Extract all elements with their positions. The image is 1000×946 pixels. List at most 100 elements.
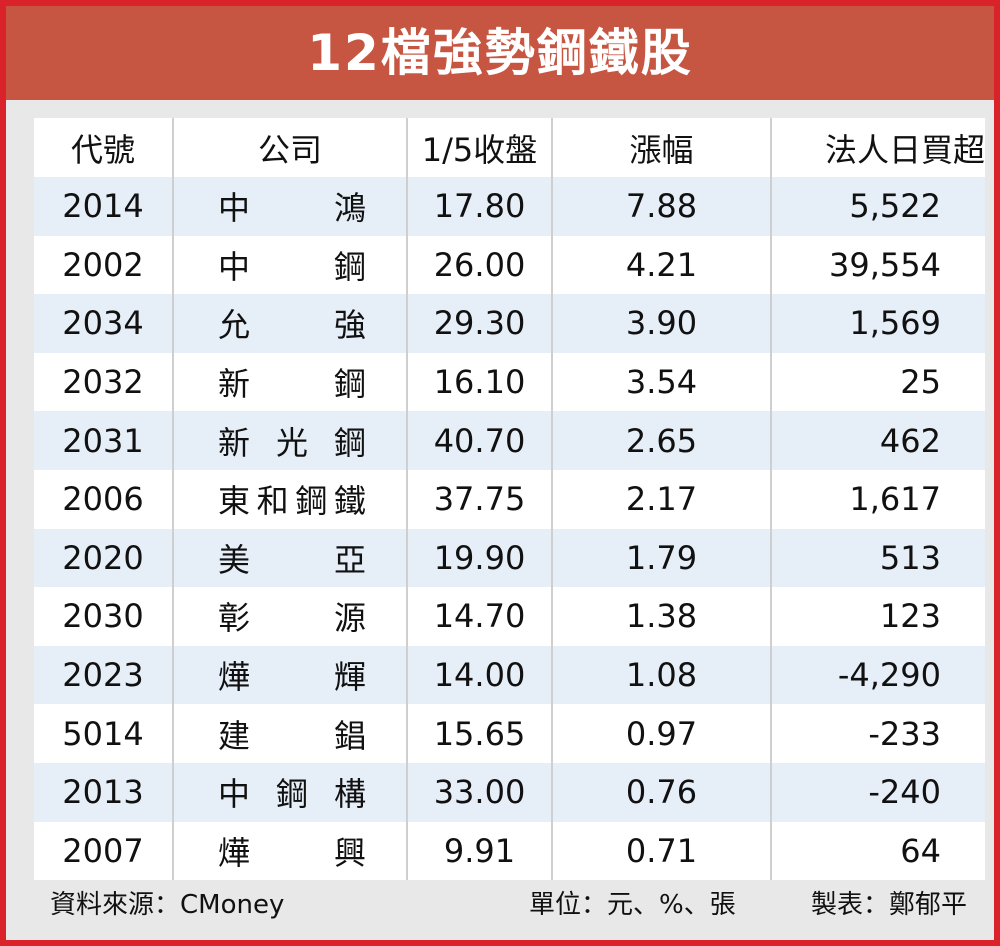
cell-net-buy: 123	[770, 587, 985, 646]
company-name-char: 鴻	[333, 189, 366, 228]
table-row: 5014 建錩 15.65 0.97 -233	[34, 704, 985, 763]
cell-change: 2.17	[551, 469, 771, 529]
cell-net-buy: -4,290	[770, 645, 985, 705]
cell-change: 3.90	[551, 294, 771, 353]
cell-net-buy: -233	[770, 704, 985, 763]
cell-company: 燁輝	[172, 645, 407, 705]
cell-change: 2.65	[551, 411, 771, 470]
cell-company: 東和鋼鐵	[172, 469, 407, 529]
cell-close: 19.90	[406, 528, 552, 588]
company-name: 中鴻	[174, 183, 406, 229]
footer: 資料來源：CMoney 單位：元、%、張 製表：鄭郁平	[34, 880, 979, 930]
cell-company: 中鴻	[172, 177, 407, 236]
company-name-char: 鐵	[333, 482, 366, 521]
cell-change: 3.54	[551, 352, 771, 412]
company-name: 彰源	[174, 593, 406, 639]
cell-net-buy: 462	[770, 411, 985, 470]
table-row: 2032 新鋼 16.10 3.54 25	[34, 352, 985, 412]
company-name-char: 中	[218, 247, 251, 286]
table-row: 2034 允強 29.30 3.90 1,569	[34, 294, 985, 353]
company-name-char: 鋼	[295, 482, 328, 521]
cell-company: 燁興	[172, 821, 407, 881]
company-name-char: 中	[218, 189, 251, 228]
table-row: 2006 東和鋼鐵 37.75 2.17 1,617	[34, 469, 985, 529]
cell-code: 2002	[34, 235, 173, 295]
cell-net-buy: 513	[770, 528, 985, 588]
company-name-char: 建	[218, 716, 251, 755]
company-name-char: 中	[218, 775, 251, 814]
cell-net-buy: 64	[770, 821, 985, 881]
cell-code: 2034	[34, 294, 173, 353]
company-name-char: 新	[218, 365, 251, 404]
table-row: 2013 中鋼構 33.00 0.76 -240	[34, 762, 985, 822]
cell-close: 14.00	[406, 645, 552, 705]
table-row: 2023 燁輝 14.00 1.08 -4,290	[34, 645, 985, 705]
cell-code: 2030	[34, 587, 173, 646]
cell-close: 17.80	[406, 177, 552, 236]
cell-code: 2013	[34, 762, 173, 822]
cell-code: 2032	[34, 352, 173, 412]
company-name-char: 構	[333, 775, 366, 814]
table-row: 2014 中鴻 17.80 7.88 5,522	[34, 177, 985, 236]
cell-change: 7.88	[551, 177, 771, 236]
cell-code: 2031	[34, 411, 173, 470]
company-name-char: 鋼	[333, 247, 366, 286]
table-body: 2014 中鴻 17.80 7.88 5,522 2002 中鋼 26.00 4.21 39,55…	[34, 177, 985, 881]
cell-close: 15.65	[406, 704, 552, 763]
cell-code: 2020	[34, 528, 173, 588]
cell-close: 29.30	[406, 294, 552, 353]
cell-net-buy: 25	[770, 352, 985, 412]
company-name-char: 輝	[333, 658, 366, 697]
header-code: 代號	[34, 118, 173, 177]
page-title: 12檔強勢鋼鐵股	[6, 6, 994, 100]
company-name: 燁輝	[174, 652, 406, 698]
header-close: 1/5收盤	[406, 118, 552, 177]
steel-stocks-table-container: 代號 公司 1/5收盤 漲幅 法人日買超 2014 中鴻 17.80 7.88 5,52…	[34, 118, 985, 881]
header-company: 公司	[172, 118, 407, 177]
cell-change: 0.71	[551, 821, 771, 881]
company-name: 美亞	[174, 535, 406, 581]
cell-change: 1.38	[551, 587, 771, 646]
cell-net-buy: 1,617	[770, 469, 985, 529]
cell-company: 美亞	[172, 528, 407, 588]
company-name-char: 美	[218, 540, 251, 579]
company-name-char: 錩	[333, 716, 366, 755]
maker-note: 製表：鄭郁平	[810, 890, 967, 920]
company-name-char: 允	[218, 306, 251, 345]
cell-net-buy: -240	[770, 762, 985, 822]
cell-close: 9.91	[406, 821, 552, 881]
cell-change: 1.79	[551, 528, 771, 588]
cell-code: 5014	[34, 704, 173, 763]
table-row: 2030 彰源 14.70 1.38 123	[34, 587, 985, 646]
header-net-buy: 法人日買超	[770, 118, 985, 177]
cell-net-buy: 5,522	[770, 177, 985, 236]
cell-company: 中鋼	[172, 235, 407, 295]
company-name-char: 鋼	[333, 365, 366, 404]
table-header-row: 代號 公司 1/5收盤 漲幅 法人日買超	[34, 118, 985, 177]
company-name: 中鋼	[174, 242, 406, 288]
cell-company: 允強	[172, 294, 407, 353]
cell-code: 2014	[34, 177, 173, 236]
steel-stocks-table: 代號 公司 1/5收盤 漲幅 法人日買超 2014 中鴻 17.80 7.88 5,52…	[34, 118, 985, 881]
company-name-char: 興	[333, 833, 366, 872]
cell-code: 2006	[34, 469, 173, 529]
cell-change: 0.97	[551, 704, 771, 763]
table-row: 2007 燁興 9.91 0.71 64	[34, 821, 985, 881]
cell-net-buy: 39,554	[770, 235, 985, 295]
company-name-char: 鋼	[275, 775, 308, 814]
cell-change: 1.08	[551, 645, 771, 705]
cell-company: 建錩	[172, 704, 407, 763]
cell-code: 2023	[34, 645, 173, 705]
company-name: 中鋼構	[174, 769, 406, 815]
company-name-char: 和	[256, 482, 289, 521]
company-name-char: 光	[275, 423, 308, 462]
company-name-char: 鋼	[333, 423, 366, 462]
company-name-char: 新	[218, 423, 251, 462]
cell-close: 33.00	[406, 762, 552, 822]
company-name-char: 強	[333, 306, 366, 345]
company-name: 燁興	[174, 828, 406, 874]
company-name: 新光鋼	[174, 418, 406, 464]
company-name: 允強	[174, 300, 406, 346]
company-name-char: 東	[218, 482, 251, 521]
